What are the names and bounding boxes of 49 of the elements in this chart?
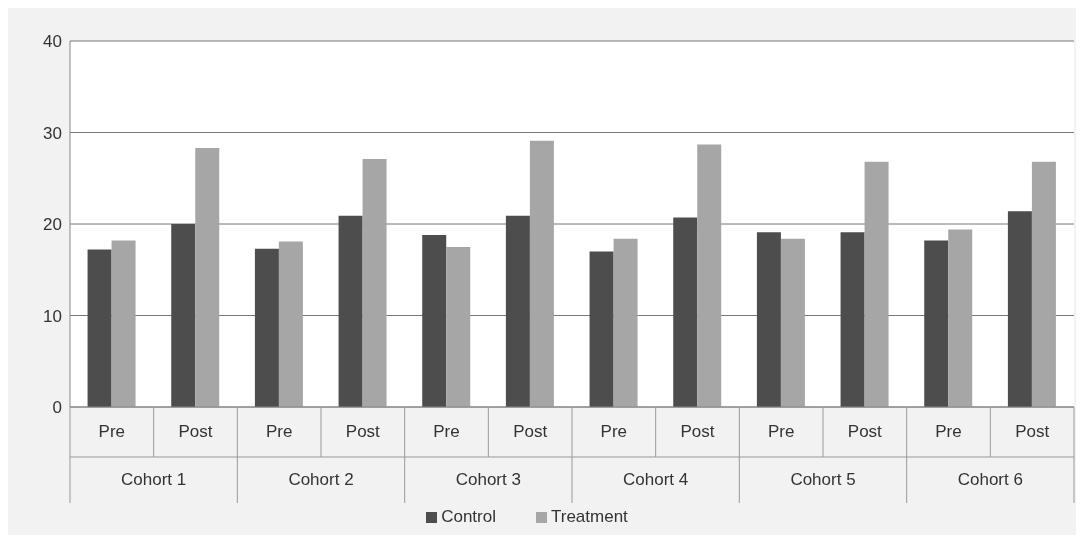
bar (362, 159, 387, 407)
bar (87, 249, 112, 407)
bar (613, 238, 638, 407)
bar (446, 246, 471, 407)
y-tick-label: 0 (52, 398, 62, 418)
x-tick-label: Pre (265, 422, 293, 441)
bar (278, 241, 303, 407)
bar (780, 238, 805, 407)
y-tick-label: 20 (43, 215, 62, 235)
legend-label: Treatment (550, 507, 628, 526)
x-tick-label: Pre (98, 422, 126, 441)
x-tick-label: Pre (600, 422, 628, 441)
bar (673, 217, 698, 407)
x-tick-label: Post (847, 422, 883, 441)
bar (924, 240, 949, 407)
bar (422, 234, 447, 407)
bar (254, 248, 279, 407)
bar (864, 161, 889, 407)
text: Cohort 5 (790, 470, 856, 489)
y-tick-label: 10 (43, 306, 62, 326)
bar (948, 229, 973, 407)
bar (1031, 161, 1056, 407)
x-tick-label: Pre (767, 422, 795, 441)
bar (171, 224, 196, 407)
x-tick-label: Pre (935, 422, 962, 441)
bar (840, 232, 865, 407)
text: Cohort 6 (957, 470, 1023, 489)
bar (589, 251, 614, 407)
y-tick-label: 30 (43, 123, 62, 143)
text: Cohort 1 (121, 470, 187, 489)
x-tick-label: Post (513, 422, 548, 441)
legend-label: Control (441, 507, 496, 526)
x-tick-label: Post (178, 422, 213, 441)
bar (195, 148, 220, 407)
y-tick-label: 40 (43, 32, 62, 52)
bar (697, 144, 722, 407)
x-tick-label: Post (345, 422, 381, 441)
x-tick-label: Post (680, 422, 715, 441)
bar (111, 240, 136, 407)
text: Cohort 3 (455, 470, 521, 489)
bar (529, 140, 554, 407)
bar (505, 215, 530, 407)
text: Cohort 4 (623, 470, 689, 489)
x-tick-label: Post (1015, 422, 1050, 441)
x-tick-label: Pre (433, 422, 460, 441)
bar (338, 215, 363, 407)
text: Cohort 2 (288, 470, 354, 489)
bar (756, 232, 781, 407)
bar (1007, 211, 1032, 407)
